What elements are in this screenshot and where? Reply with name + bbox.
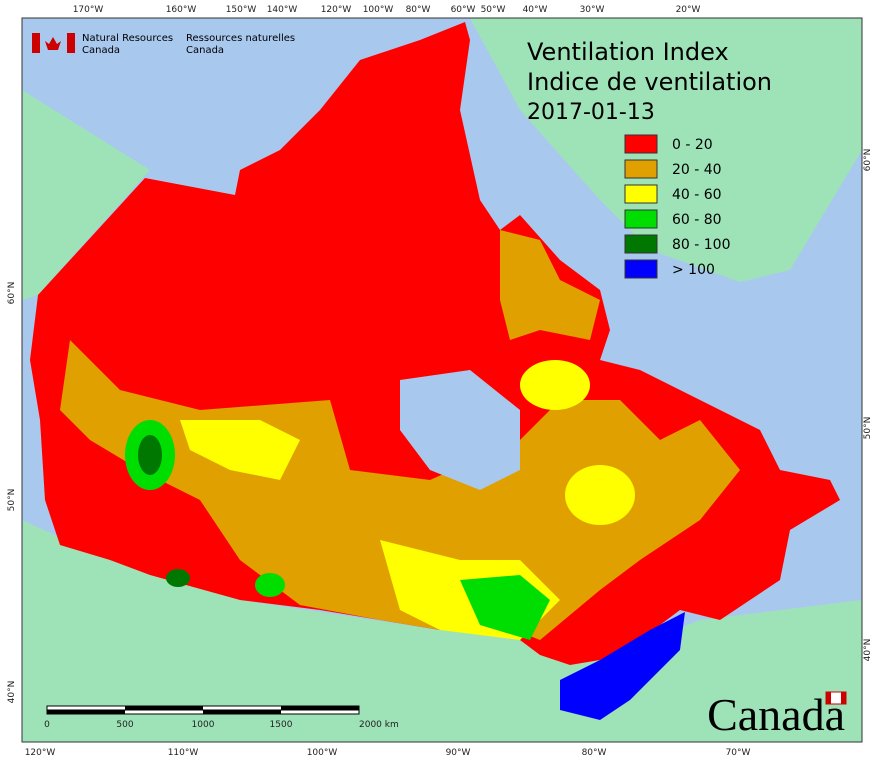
wordmark-flag [841,692,846,704]
scale-label: 1500 [270,720,293,730]
wordmark: Canada [707,689,845,740]
agency-fr: Ressources naturelles [186,33,295,44]
lon-label: 20°W [676,5,701,15]
lon-label: 170°W [73,5,104,15]
lon-label: 60°W [451,5,476,15]
agency-logo: Natural Resources Canada Ressources natu… [32,33,295,56]
legend: 0 - 20 20 - 40 40 - 60 60 - 80 80 - 100 > 100 [624,134,731,279]
frame [21,17,863,743]
lon-label: 160°W [166,5,197,15]
wordmark-flag [826,692,831,704]
lon-label: 120°W [321,5,352,15]
legend-swatch [624,209,658,229]
legend-label: 0 - 20 [672,137,713,153]
agency-en: Canada [82,45,120,56]
usa [22,520,862,742]
scale-bar-fill [281,706,359,710]
legend-swatch [624,184,658,204]
scale-label: 2000 km [359,720,399,730]
lon-label: 140°W [267,5,298,15]
lat-label: 50°N [7,489,17,512]
scale-bar [46,705,360,715]
lon-label: 100°W [307,748,338,758]
scale-label: 500 [116,720,133,730]
legend-swatch [624,159,658,179]
legend-swatch [624,134,658,154]
zone-over-100 [560,612,685,720]
hudson-bay [400,370,520,490]
zone-60-80 [460,575,550,640]
zone-80-100-bc [166,569,190,587]
zone-20-40 [60,340,740,640]
legend-swatch [624,259,658,279]
legend-label: 80 - 100 [672,237,731,253]
zone-80-100-ab [138,435,162,475]
lat-label: 40°N [863,639,873,662]
agency-fr: Canada [186,45,224,56]
lat-label: 40°N [7,681,17,704]
lon-label: 120°W [25,748,56,758]
title: Indice de ventilation [527,68,772,96]
scale-bar-fill [125,706,203,710]
greenland [470,18,862,282]
lat-label: 60°N [863,149,873,172]
lat-label: 60°N [7,282,17,305]
scale-bar-fill [47,710,125,714]
lon-label: 90°W [446,748,471,758]
lon-label: 40°W [523,5,548,15]
zone-60-80-sk [255,573,285,597]
zone-40-60-north [520,360,590,410]
scale-label: 0 [44,720,50,730]
lat-label: 50°N [863,417,873,440]
agency-en: Natural Resources [82,33,173,44]
title-date: 2017-01-13 [527,100,655,125]
legend-label: 20 - 40 [672,162,722,178]
lon-label: 50°W [481,5,506,15]
legend-label: 40 - 60 [672,187,722,203]
flag-bar [67,33,75,53]
legend-label: 60 - 80 [672,212,722,228]
lon-label: 150°W [226,5,257,15]
lon-label: 30°W [580,5,605,15]
lon-label: 110°W [168,748,199,758]
lon-label: 80°W [406,5,431,15]
zone-20-40-labrador [500,230,600,340]
lon-label: 70°W [726,748,751,758]
scale-label: 1000 [192,720,215,730]
legend-label: > 100 [672,262,715,278]
lon-label: 80°W [582,748,607,758]
flag-bar [32,33,40,53]
legend-swatch [624,234,658,254]
title: Ventilation Index [527,38,729,66]
zone-40-60-quebec [565,465,635,525]
zone-40-60-west [180,420,300,480]
flag-leaf [45,37,61,50]
scale-bar-fill [203,710,281,714]
lon-label: 100°W [363,5,394,15]
alaska [22,90,150,300]
